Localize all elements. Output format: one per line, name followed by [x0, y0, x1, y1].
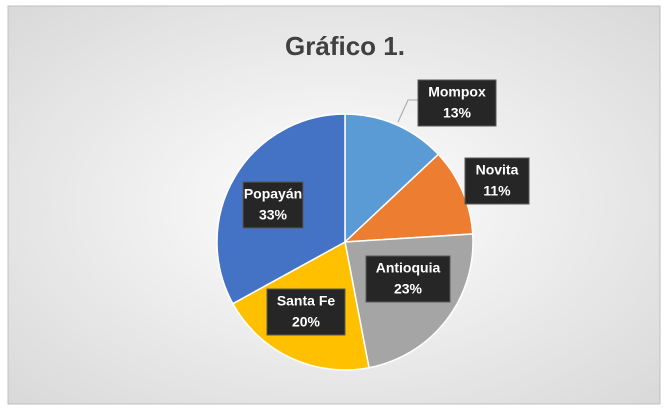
data-label-value: 23% — [394, 281, 423, 297]
data-label-box — [266, 288, 346, 336]
data-label-name: Popayán — [244, 186, 302, 202]
data-label-box — [417, 79, 497, 127]
data-label-name: Antioquia — [376, 260, 441, 276]
leader-line — [397, 99, 418, 123]
data-label-name: Mompox — [428, 84, 486, 100]
data-label-box — [464, 157, 530, 205]
data-label-value: 33% — [259, 207, 288, 223]
data-label-box — [242, 181, 304, 229]
pie-slice — [342, 153, 474, 243]
data-label-name: Santa Fe — [277, 293, 336, 309]
data-label-value: 20% — [292, 314, 321, 330]
data-label-box — [365, 255, 451, 303]
pie-slice — [344, 113, 440, 244]
data-label-name: Novita — [476, 162, 519, 178]
data-label-value: 11% — [483, 183, 511, 199]
data-label-value: 13% — [443, 105, 472, 121]
chart-title: Gráfico 1. — [285, 31, 405, 61]
